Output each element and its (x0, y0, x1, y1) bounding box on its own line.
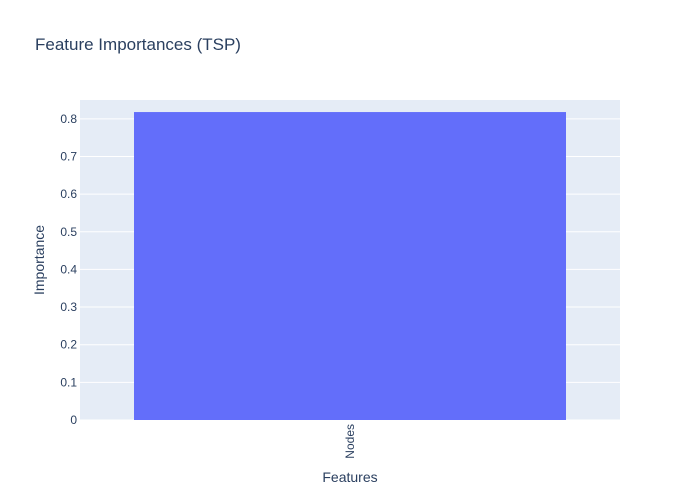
y-tick-label: 0.6 (60, 187, 77, 201)
x-tick-label: Nodes (343, 424, 357, 459)
y-tick-label: 0.4 (60, 262, 77, 276)
bars (134, 112, 566, 420)
bar-nodes[interactable] (134, 112, 566, 420)
y-axis-title: Importance (31, 225, 47, 295)
y-tick-label: 0.1 (60, 375, 77, 389)
x-axis-ticks: Nodes (343, 424, 357, 459)
y-axis-ticks: 0 0.1 0.2 0.3 0.4 0.5 0.6 0.7 0.8 (60, 112, 77, 427)
y-tick-label: 0.7 (60, 149, 77, 163)
y-tick-label: 0.2 (60, 338, 77, 352)
x-axis-title: Features (322, 469, 377, 485)
y-tick-label: 0 (70, 413, 77, 427)
y-tick-label: 0.3 (60, 300, 77, 314)
chart-title: Feature Importances (TSP) (35, 35, 241, 54)
y-tick-label: 0.8 (60, 112, 77, 126)
y-tick-label: 0.5 (60, 225, 77, 239)
